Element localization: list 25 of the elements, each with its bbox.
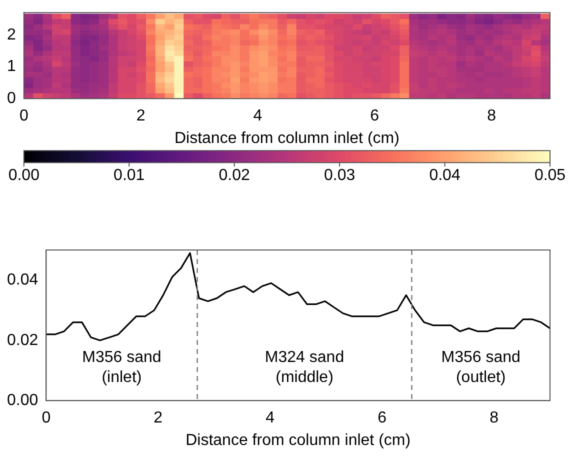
y-tick-label: 0.04 [7,272,38,289]
y-tick-label: 0.02 [7,332,38,349]
annotation: M356 sand (outlet) [441,348,520,386]
x-tick-label: 0 [42,410,51,427]
color-bar-label: 0.04 [429,167,460,184]
color-bar-label: 0.03 [324,167,356,184]
color-bar-label: 0.02 [218,167,250,184]
x-axis-title: Distance from column inlet (cm) [186,432,411,449]
x-tick-label: 8 [490,410,499,427]
y-tick-label: 1 [6,58,16,76]
x-tick-label: 2 [154,410,163,427]
annotation: M356 sand (inlet) [82,348,162,386]
color-bar-label: 0.01 [114,167,145,184]
y-tick-label: 0 [6,90,16,108]
color-bar-label: 0.05 [534,167,566,184]
x-tick-label: 8 [487,108,496,125]
x-tick-label: 2 [136,108,146,125]
x-tick-label: 6 [370,108,380,125]
x-tick-label: 6 [378,410,387,427]
y-tick-label: 0.00 [7,392,38,410]
x-tick-label: 4 [266,410,275,427]
x-axis-title: Distance from column inlet (cm) [174,130,400,147]
x-tick-label: 4 [253,108,262,125]
y-tick-label: 2 [6,26,16,44]
annotation: M324 sand (middle) [264,348,344,386]
